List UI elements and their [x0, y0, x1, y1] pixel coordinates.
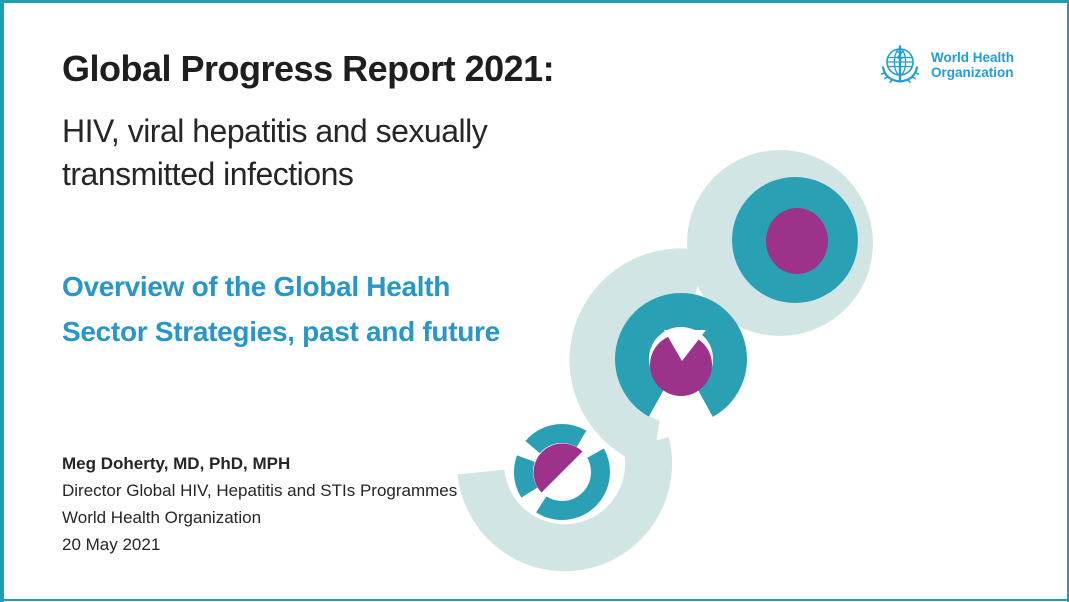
- slide-subtitle: HIV, viral hepatitis and sexually transm…: [62, 110, 488, 196]
- node-top-teal-disc: [732, 177, 858, 303]
- node-middle-notch: [664, 330, 706, 361]
- who-logo-line-1: World Health: [931, 50, 1015, 65]
- frame-edge-top: [0, 0, 1069, 3]
- presentation-date: 20 May 2021: [62, 535, 161, 554]
- subtitle-line-2: transmitted infections: [62, 156, 354, 192]
- subtitle-line-1: HIV, viral hepatitis and sexually: [62, 113, 488, 149]
- node-bottom-magenta-half: [533, 443, 583, 493]
- node-middle-ring: [615, 293, 747, 425]
- who-logo: World Health Organization: [876, 42, 1014, 90]
- node-bottom-ring: [514, 424, 610, 520]
- author-block: Meg Doherty, MD, PhD, MPH Director Globa…: [62, 450, 457, 558]
- node-top-magenta-core: [766, 208, 828, 274]
- heading-line-2: Sector Strategies, past and future: [62, 316, 500, 347]
- who-globe-icon: [880, 45, 920, 84]
- frame-edge-bottom: [0, 599, 1069, 601]
- slide-title: Global Progress Report 2021:: [62, 48, 555, 89]
- who-logo-text: World Health Organization: [931, 50, 1014, 80]
- who-logo-line-2: Organization: [931, 65, 1014, 80]
- ribbon-curve: [457, 248, 706, 572]
- author-org: World Health Organization: [62, 508, 262, 527]
- author-role: Director Global HIV, Hepatitis and STIs …: [62, 481, 458, 500]
- frame-edge-left: [0, 0, 4, 602]
- author-name: Meg Doherty, MD, PhD, MPH: [62, 454, 291, 473]
- section-heading: Overview of the Global Health Sector Str…: [62, 264, 500, 354]
- node-middle-magenta-core: [650, 334, 712, 396]
- frame-edge-right: [1067, 0, 1069, 602]
- node-top-pale-disc: [687, 150, 873, 336]
- heading-line-1: Overview of the Global Health: [62, 271, 451, 302]
